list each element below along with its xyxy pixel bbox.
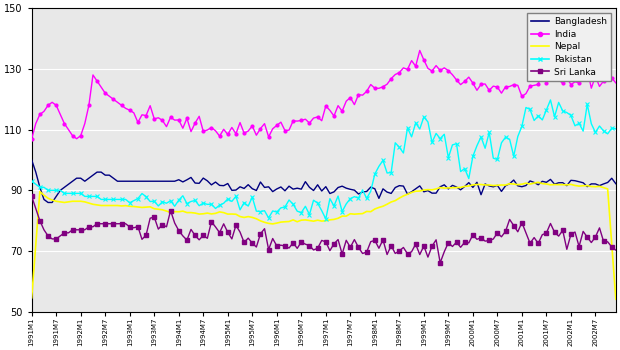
India <box>612 81 619 85</box>
Bangladesh <box>73 176 81 180</box>
Legend: Bangladesh, India, Nepal, Pakistan, Sri Lanka: Bangladesh, India, Nepal, Pakistan, Sri … <box>527 13 611 81</box>
Pakistan <box>322 217 329 221</box>
Sri Lanka <box>510 224 518 228</box>
Bangladesh <box>449 183 456 188</box>
Nepal <box>69 199 76 203</box>
Pakistan <box>113 197 121 202</box>
India <box>502 85 509 89</box>
Bangladesh <box>612 182 619 186</box>
Pakistan <box>69 191 76 195</box>
Line: Nepal: Nepal <box>32 182 616 299</box>
Line: Pakistan: Pakistan <box>29 98 618 222</box>
Sri Lanka <box>28 194 35 198</box>
Sri Lanka <box>436 261 444 265</box>
Line: India: India <box>30 49 618 140</box>
Line: Bangladesh: Bangladesh <box>32 160 616 203</box>
Bangladesh <box>44 201 51 205</box>
Sri Lanka <box>113 222 121 226</box>
Bangladesh <box>28 158 35 162</box>
Sri Lanka <box>612 248 619 252</box>
Sri Lanka <box>69 228 76 232</box>
India <box>69 134 76 138</box>
Sri Lanka <box>502 229 509 233</box>
India <box>449 73 456 77</box>
India <box>113 100 121 104</box>
Pakistan <box>449 143 456 147</box>
Nepal <box>612 297 619 301</box>
Bangladesh <box>502 184 509 188</box>
Nepal <box>208 212 215 216</box>
Bangladesh <box>510 178 518 182</box>
Pakistan <box>208 202 215 206</box>
Nepal <box>498 183 505 187</box>
Nepal <box>445 186 452 190</box>
India <box>28 136 35 141</box>
Bangladesh <box>118 179 125 183</box>
Pakistan <box>502 135 509 139</box>
Pakistan <box>28 179 35 183</box>
Sri Lanka <box>208 220 215 224</box>
Pakistan <box>547 98 554 102</box>
Line: Sri Lanka: Sri Lanka <box>30 195 618 265</box>
Nepal <box>28 296 35 300</box>
Bangladesh <box>212 180 219 184</box>
India <box>416 48 423 52</box>
Pakistan <box>612 127 619 131</box>
Nepal <box>113 203 121 208</box>
Nepal <box>506 182 513 186</box>
Sri Lanka <box>449 244 456 248</box>
Nepal <box>534 180 542 184</box>
India <box>208 125 215 130</box>
India <box>510 83 518 87</box>
Pakistan <box>510 154 518 158</box>
